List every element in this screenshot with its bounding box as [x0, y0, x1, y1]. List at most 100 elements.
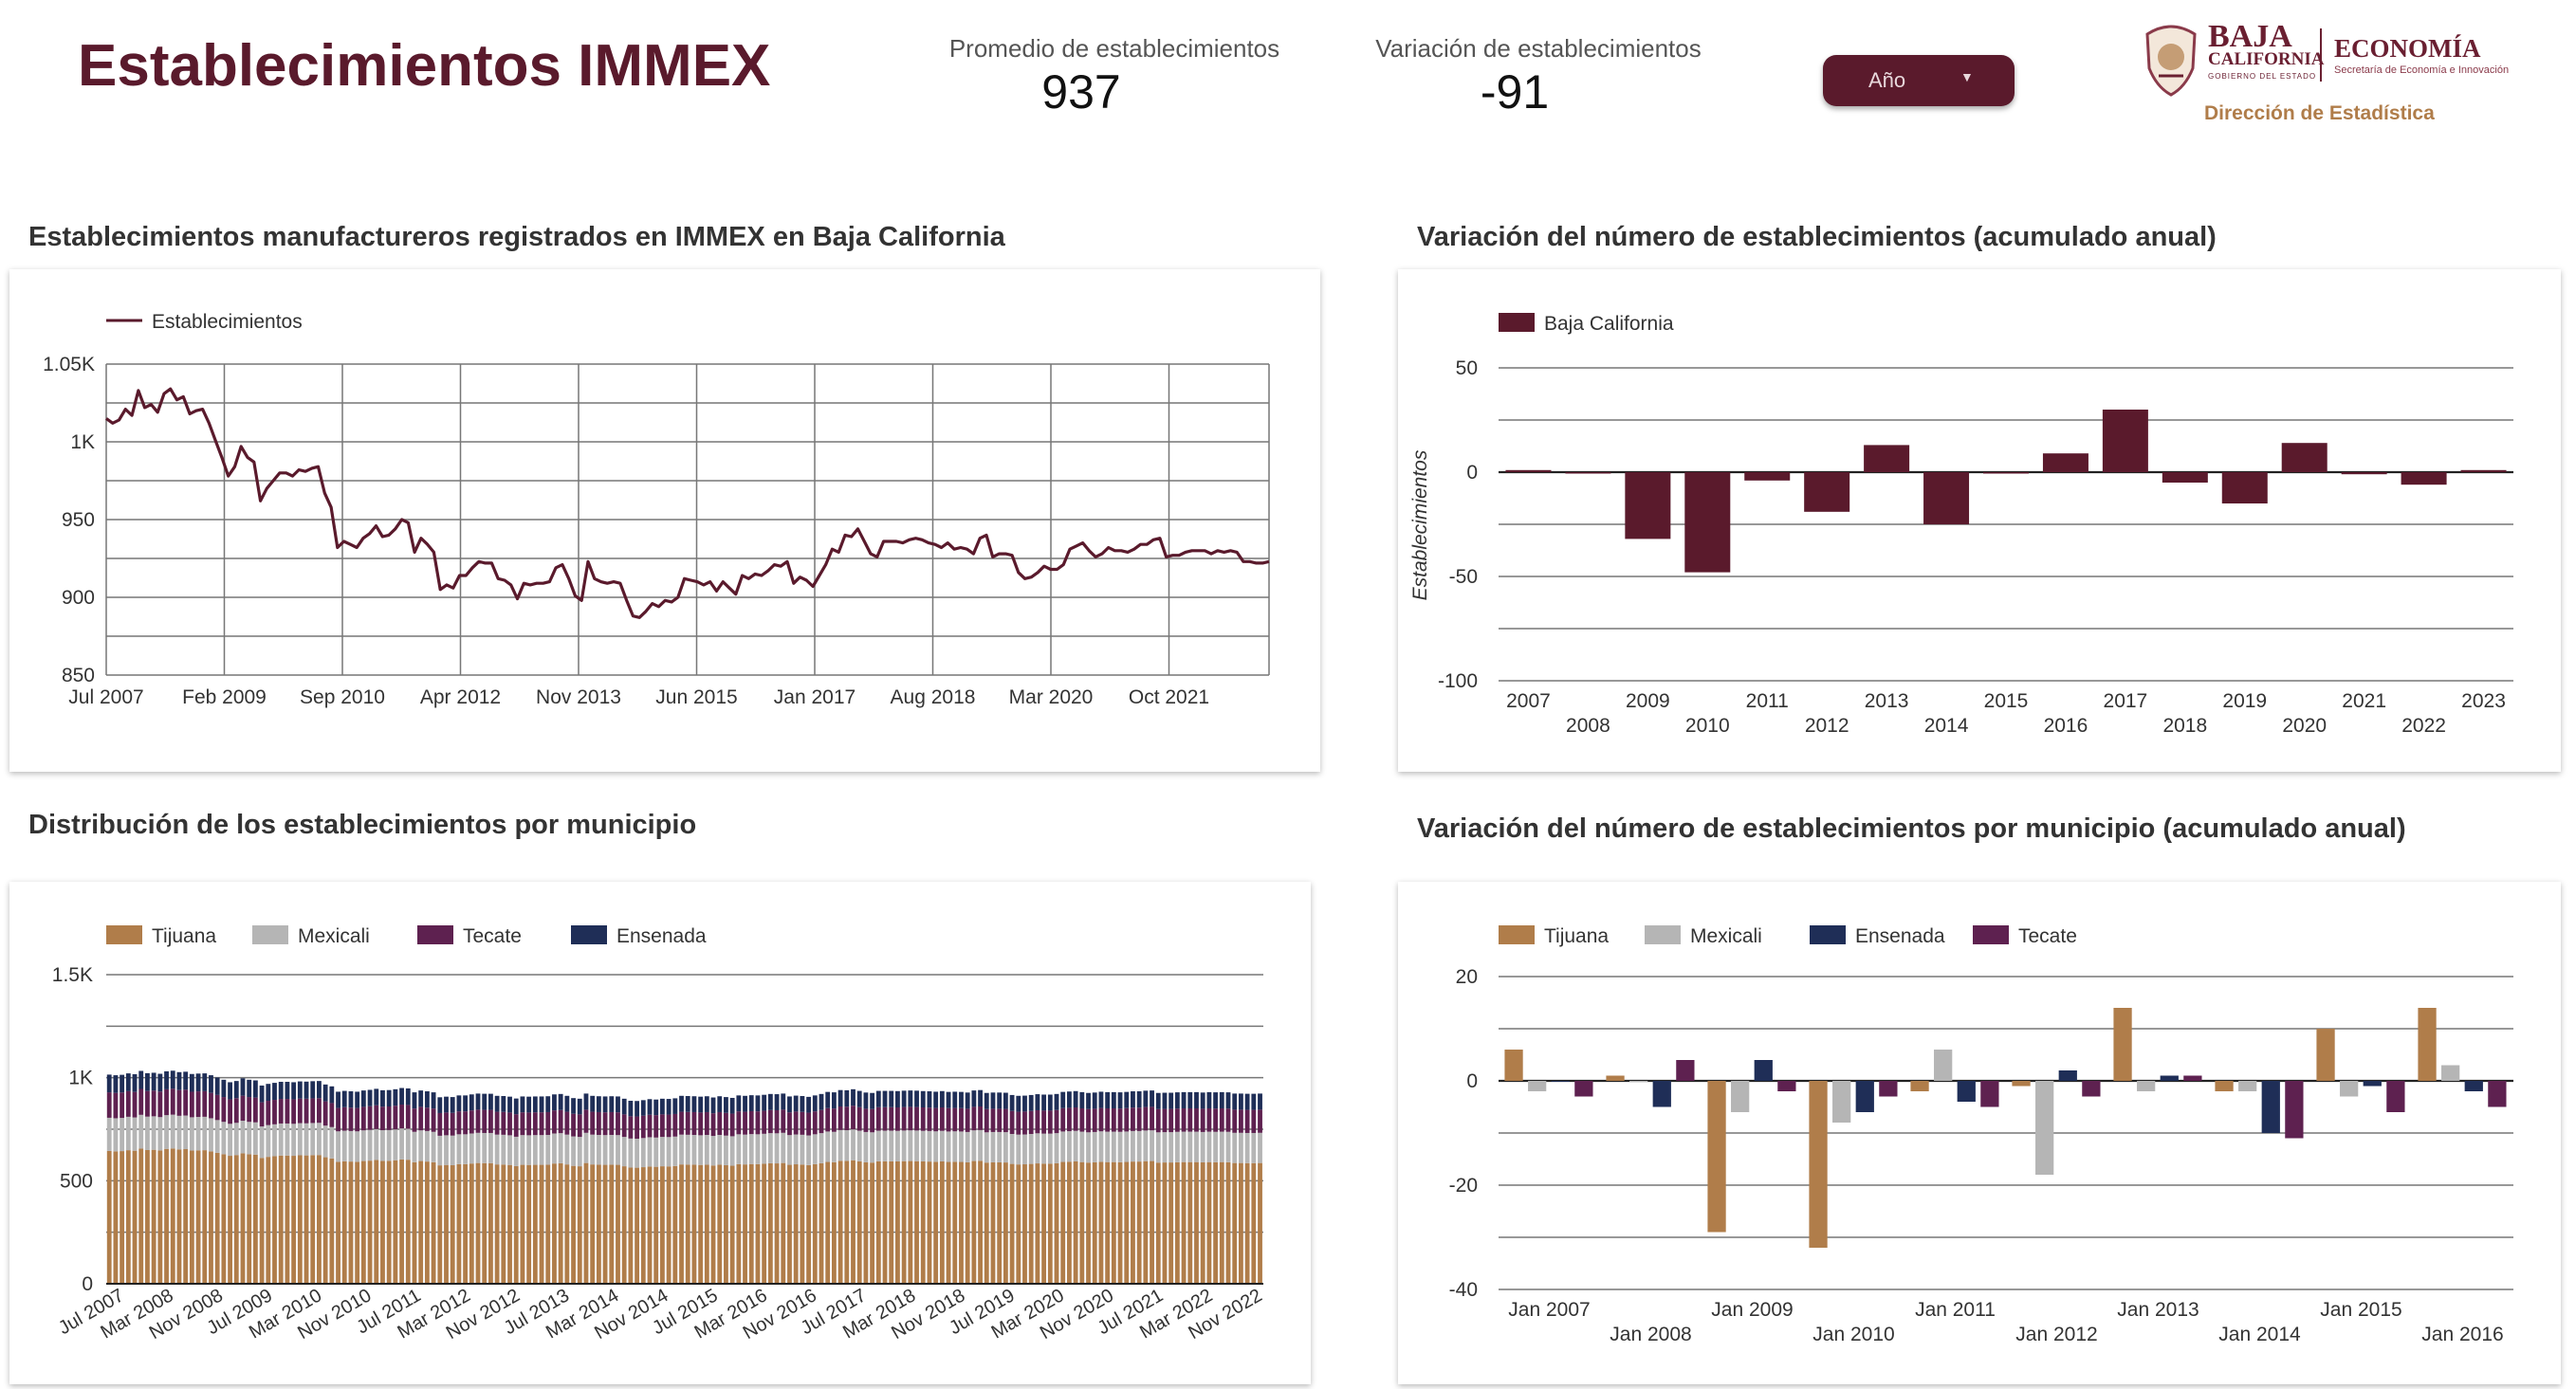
bar-segment [463, 1095, 469, 1112]
bar-segment [1136, 1130, 1142, 1162]
line-chart[interactable]: Establecimientos 850 900 950 1K 1.05K Jul 2007… [9, 269, 1320, 772]
bar-segment [959, 1161, 964, 1284]
bar-segment [329, 1126, 335, 1159]
bar-segment [901, 1090, 907, 1107]
bar-segment [1150, 1106, 1154, 1131]
bar-segment [431, 1131, 436, 1162]
bar-segment [475, 1162, 481, 1284]
y-tick-label: 900 [62, 587, 95, 609]
legend-label: Tecate [463, 925, 522, 947]
legend-label: Baja California [1544, 313, 1674, 335]
bar-segment [628, 1116, 634, 1139]
x-tick-label: Jan 2012 [2015, 1324, 2097, 1345]
bar-segment [882, 1130, 888, 1161]
bar-segment [1232, 1093, 1238, 1110]
bar-segment [1168, 1132, 1174, 1163]
bar-segment [1086, 1092, 1091, 1109]
bar-segment [1098, 1091, 1104, 1108]
bar-segment [360, 1161, 366, 1284]
bar-segment [882, 1106, 888, 1131]
bar-segment [875, 1106, 881, 1131]
bar-segment [984, 1162, 989, 1284]
y-tick-label: 500 [60, 1170, 93, 1192]
bar-segment [1028, 1094, 1034, 1111]
bar-segment [1238, 1109, 1243, 1133]
bar [2363, 1081, 2382, 1087]
year-selector-button[interactable]: Año ▼ [1823, 55, 2015, 106]
bar-segment [793, 1164, 799, 1284]
bar-segment [1244, 1132, 1250, 1163]
bar-segment [1213, 1108, 1219, 1132]
bar-segment [532, 1164, 538, 1284]
bar-segment [437, 1135, 443, 1166]
bar-segment [1168, 1108, 1174, 1133]
bar-segment [640, 1138, 646, 1168]
bar-segment [157, 1073, 163, 1092]
bar [1652, 1081, 1671, 1107]
bar-segment [640, 1167, 646, 1284]
dropdown-arrow-icon: ▼ [1960, 69, 1974, 84]
y-tick-label: 0 [82, 1273, 93, 1295]
bar-segment [424, 1107, 430, 1131]
bar-segment [304, 1081, 309, 1099]
bar-segment [297, 1081, 303, 1099]
bar-segment [233, 1098, 239, 1124]
bar [1565, 472, 1611, 474]
bar-segment [1162, 1162, 1168, 1284]
bar-segment [1117, 1131, 1123, 1162]
bar-segment [233, 1155, 239, 1284]
bar-segment [635, 1139, 640, 1168]
bar-segment [1225, 1092, 1231, 1109]
bar-segment [602, 1164, 608, 1284]
bar-segment [640, 1115, 646, 1139]
bar-segment [1047, 1110, 1053, 1134]
bar [2281, 443, 2328, 472]
bar-segment [997, 1161, 1003, 1284]
grouped-bar-chart[interactable]: Tijuana Mexicali Ensenada Tecate -40 -20 0 20 Ja… [1398, 882, 2561, 1384]
bar-segment [520, 1135, 525, 1165]
bar [1923, 472, 1970, 524]
bar-segment [596, 1164, 601, 1284]
bar-segment [170, 1114, 175, 1149]
x-tick-label: Jul 2007 [68, 686, 143, 708]
bar-segment [450, 1112, 455, 1136]
bar-segment [278, 1155, 284, 1284]
bar-segment [1258, 1162, 1262, 1284]
bar [2160, 1075, 2179, 1081]
bar-segment [456, 1163, 462, 1284]
bar-segment [412, 1092, 417, 1109]
bar-segment [965, 1161, 970, 1284]
bar [2261, 1081, 2280, 1133]
bar-segment [825, 1107, 831, 1132]
bar-segment [774, 1133, 780, 1164]
bar-segment [748, 1134, 754, 1164]
bar-segment [647, 1114, 653, 1138]
bar-segment [672, 1098, 678, 1114]
bar-segment [1124, 1131, 1130, 1162]
y-tick-label: 1.5K [52, 964, 93, 986]
bar-segment [659, 1166, 665, 1284]
bar-segment [170, 1088, 175, 1115]
bar-segment [412, 1108, 417, 1132]
bar-segment [183, 1071, 189, 1090]
bar-segment [806, 1135, 811, 1165]
legend-label: Mexicali [298, 925, 370, 947]
stacked-bar-chart[interactable]: Tijuana Mexicali Tecate Ensenada05001K1.5KJ… [9, 882, 1311, 1384]
bar-segment [666, 1099, 672, 1115]
bar-segment [762, 1133, 767, 1164]
bar-segment [341, 1106, 347, 1131]
bar-segment [488, 1093, 493, 1110]
legend-swatch [1499, 313, 1535, 332]
bar-segment [456, 1111, 462, 1135]
bar-segment [577, 1114, 582, 1138]
municipality-variation-chart-title: Variación del número de establecimientos… [1417, 813, 2406, 844]
bar-segment [317, 1081, 322, 1099]
bar-segment [762, 1094, 767, 1111]
bar-segment [437, 1112, 443, 1136]
line-chart-title: Establecimientos manufactureros registra… [28, 222, 1005, 252]
bar-segment [272, 1100, 277, 1124]
variation-bar-chart[interactable]: Baja California -100 -50 0 50 Establecimiento… [1398, 269, 2561, 772]
legend-swatch [106, 925, 142, 944]
municipality-variation-chart-card: Tijuana Mexicali Ensenada Tecate -40 -20 0 20 Ja… [1398, 882, 2561, 1384]
bar-segment [202, 1116, 208, 1151]
